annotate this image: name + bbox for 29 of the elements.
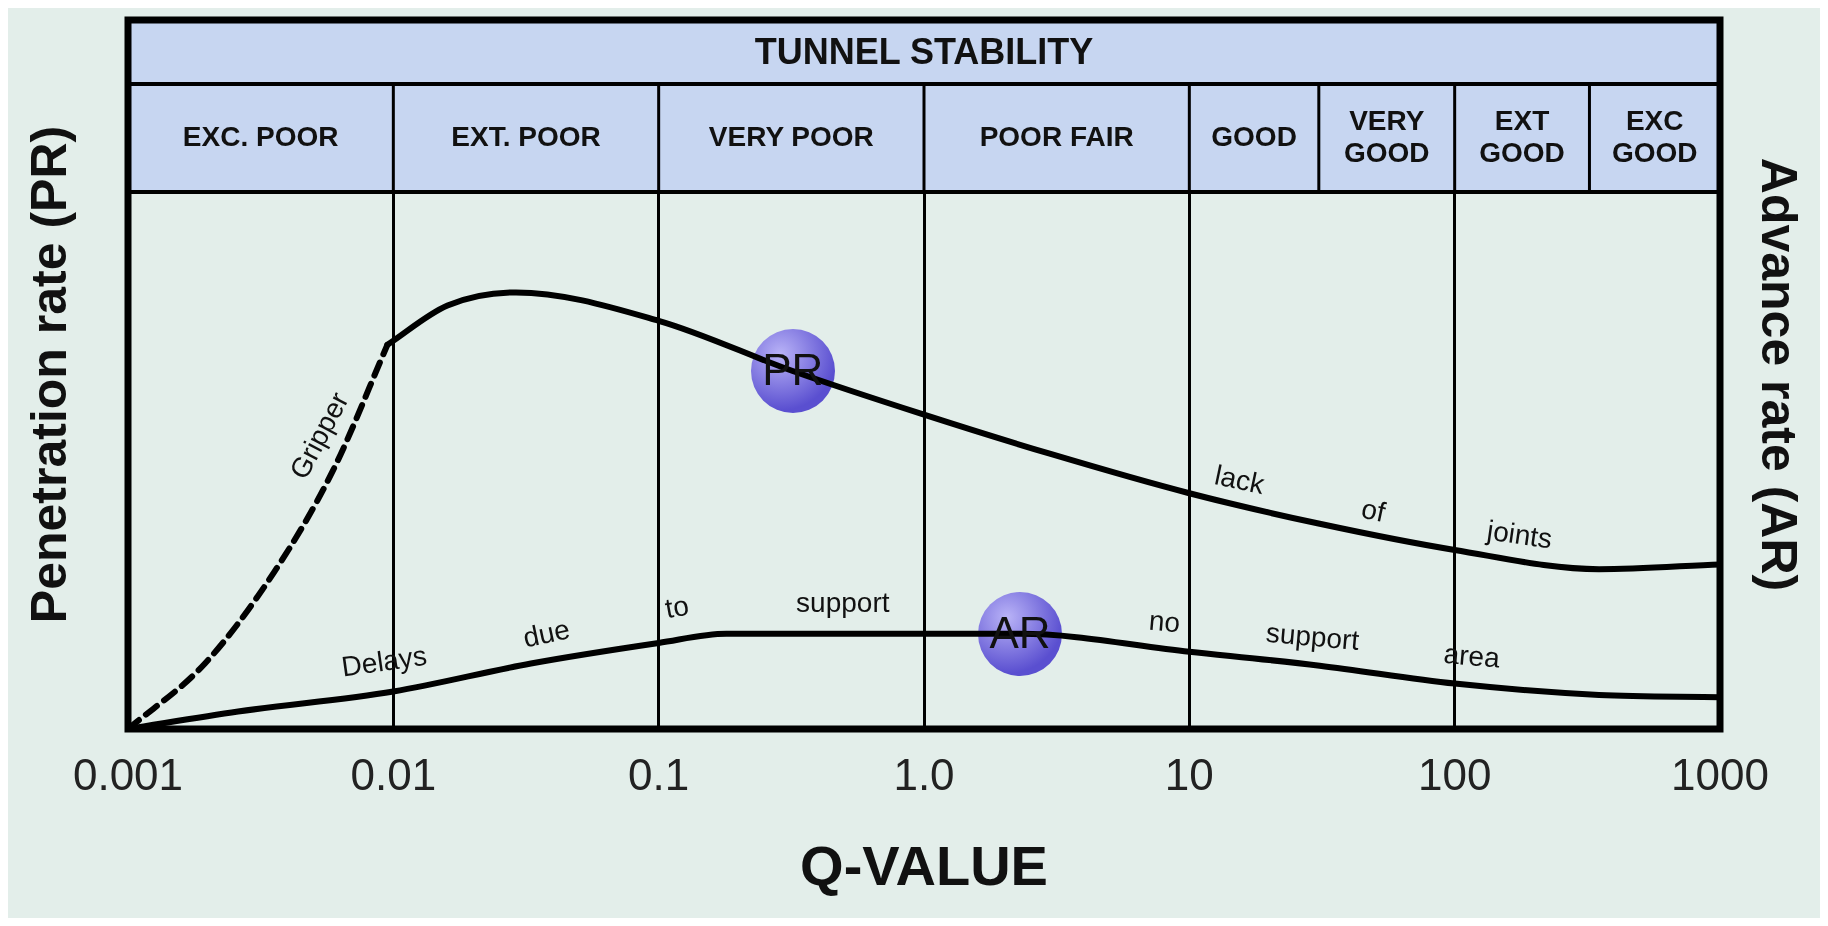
text: EXT GOOD [1479, 104, 1565, 168]
x-tick-label: 0.01 [350, 749, 437, 799]
x-tick-label: 1000 [1671, 749, 1769, 799]
text: GOOD [1211, 120, 1297, 152]
text: VERY POOR [708, 120, 874, 152]
annotation: support [1264, 616, 1361, 656]
annotation: joints [1484, 514, 1555, 555]
x-tick-label: 0.001 [72, 749, 184, 799]
x-tick-label: 100 [1417, 749, 1492, 799]
annotation: due [520, 613, 573, 654]
annotation: area [1442, 637, 1502, 674]
y2-axis-title: Advance rate (AR) [1751, 157, 1808, 592]
x-axis-title: Q-VALUE [800, 833, 1048, 897]
text: VERY GOOD [1343, 104, 1430, 168]
y-axis-title: Penetration rate (PR) [20, 125, 77, 624]
annotation: support [796, 586, 890, 618]
text: EXC. POOR [182, 120, 339, 152]
annotation: of [1358, 492, 1389, 528]
text: EXC GOOD [1611, 104, 1698, 168]
annotation: lack [1212, 459, 1269, 501]
x-tick-label: 10 [1164, 749, 1214, 799]
x-tick-label: 0.1 [628, 749, 690, 799]
annotation: no [1147, 604, 1182, 639]
x-tick-label: 1.0 [893, 749, 955, 799]
text: POOR FAIR [979, 120, 1134, 152]
chart-title: TUNNEL STABILITY [754, 30, 1094, 72]
annotation: to [662, 589, 692, 625]
text: EXT. POOR [451, 120, 601, 152]
annotation: Delays [339, 639, 429, 683]
